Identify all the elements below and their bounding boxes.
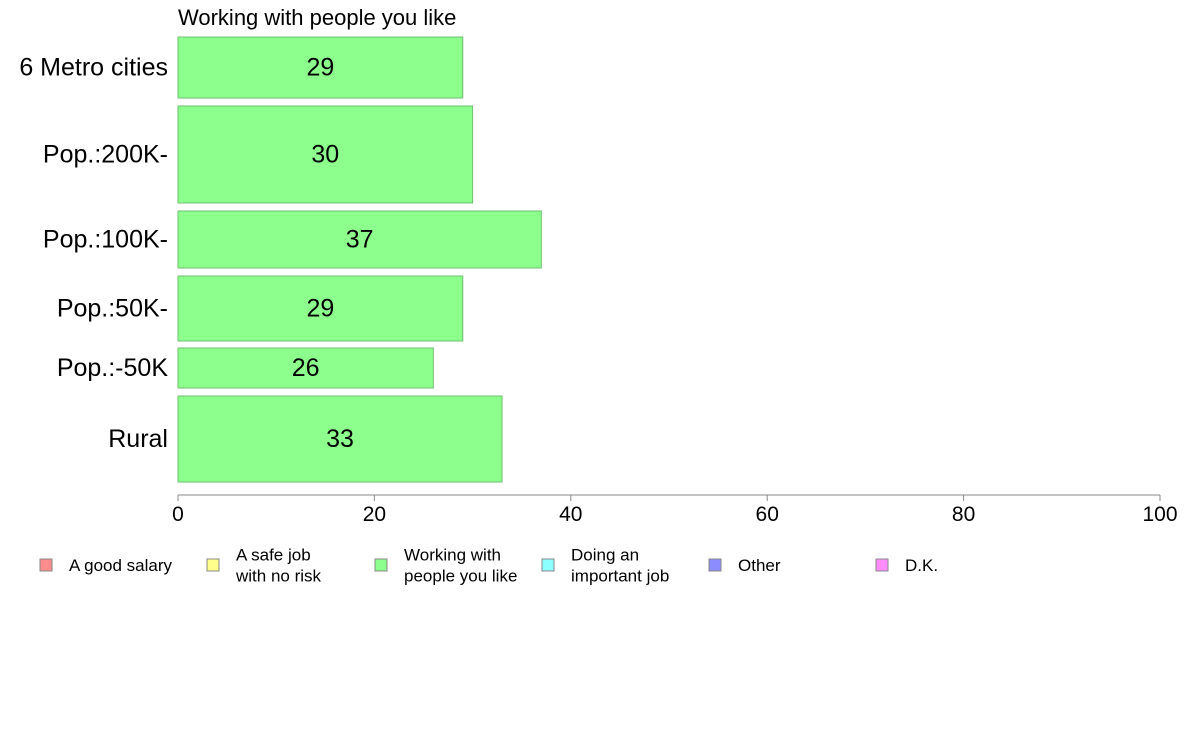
- x-axis: 0 20 40 60 80 100: [172, 494, 1178, 526]
- legend-swatch: [39, 558, 53, 572]
- bar: [177, 275, 464, 342]
- legend-item: A safe job with no risk: [206, 546, 322, 586]
- x-tick-label: 100: [1142, 503, 1177, 526]
- legend-swatch: [541, 558, 555, 572]
- value-label: 26: [292, 354, 320, 382]
- legend-label: D.K.: [905, 556, 938, 575]
- legend-item: Doing an important job: [541, 546, 669, 586]
- legend-item: A good salary: [39, 556, 173, 575]
- bar: [177, 36, 464, 99]
- legend-swatch: [206, 558, 220, 572]
- value-label: 29: [306, 295, 334, 323]
- legend-label: people you like: [404, 567, 517, 586]
- legend-label: with no risk: [235, 567, 322, 586]
- legend: A good salary A safe job with no risk Worki…: [39, 546, 938, 586]
- legend-label: A safe job: [236, 546, 311, 565]
- chart-title: Working with people you like: [178, 5, 456, 30]
- category-label: Rural: [108, 425, 168, 453]
- legend-swatch: [708, 558, 722, 572]
- legend-item: Working with people you like: [374, 546, 517, 586]
- legend-label: Other: [738, 556, 781, 575]
- x-tick-label: 60: [756, 503, 779, 526]
- legend-item: D.K.: [875, 556, 938, 575]
- value-label: 30: [311, 141, 339, 169]
- legend-item: Other: [708, 556, 781, 575]
- category-label: Pop.:200K-: [43, 141, 168, 169]
- x-tick-label: 0: [172, 503, 184, 526]
- legend-label: important job: [571, 567, 669, 586]
- category-label: Pop.:50K-: [57, 295, 168, 323]
- legend-swatch: [374, 558, 388, 572]
- legend-label: Doing an: [571, 546, 639, 565]
- value-label: 29: [306, 54, 334, 82]
- bar: [177, 210, 542, 269]
- legend-label: A good salary: [69, 556, 173, 575]
- bars: 6 Metro cities 29 Pop.:200K- 30 Pop.:100K- 37…: [19, 36, 542, 483]
- bar: [177, 395, 503, 483]
- legend-label: Working with: [404, 546, 501, 565]
- category-label: Pop.:100K-: [43, 226, 168, 254]
- x-tick-label: 80: [952, 503, 975, 526]
- legend-swatch: [875, 558, 889, 572]
- category-label: Pop.:-50K: [57, 354, 169, 382]
- x-tick-label: 40: [559, 503, 582, 526]
- value-label: 37: [346, 226, 374, 254]
- category-label: 6 Metro cities: [19, 54, 168, 82]
- bar: [177, 347, 434, 389]
- bar: [177, 105, 474, 204]
- value-label: 33: [326, 425, 354, 453]
- x-tick-label: 20: [363, 503, 386, 526]
